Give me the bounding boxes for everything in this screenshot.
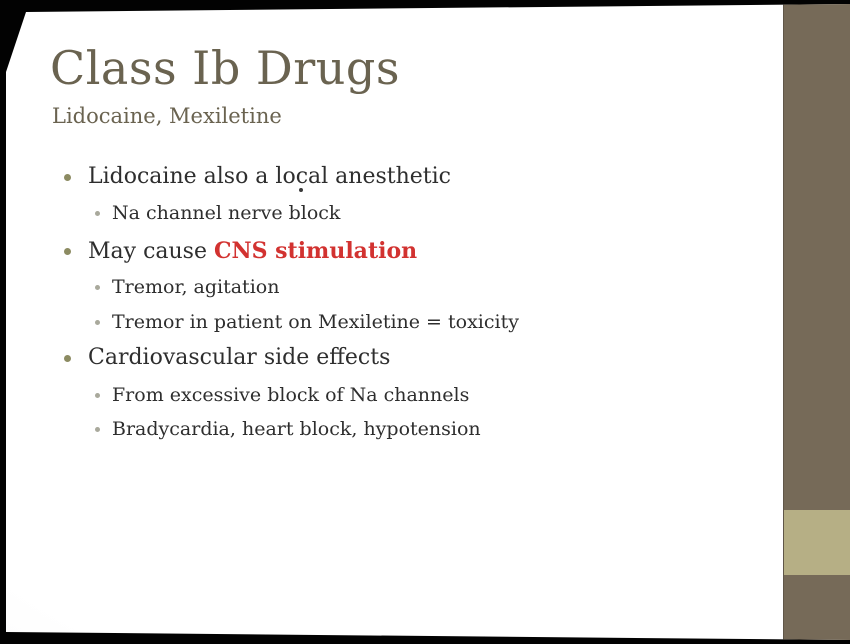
bullet-item-3: May cause CNS stimulation [64, 235, 417, 267]
bullet-text: May cause CNS stimulation [88, 235, 417, 268]
bullet-dot-icon [64, 247, 71, 255]
bullet-item-2: Na channel nerve block [95, 200, 340, 226]
bullet-item-8: Bradycardia, heart block, hypotension [95, 416, 481, 442]
bullet-dot-icon [64, 354, 71, 362]
slide-subtitle: Lidocaine, Mexiletine [52, 104, 282, 128]
bullet-text-prefix: May cause [88, 238, 214, 264]
bullet-item-6: Cardiovascular side effects [64, 342, 390, 374]
slide-title: Class Ib Drugs [50, 41, 400, 95]
bullet-text: Bradycardia, heart block, hypotension [112, 418, 481, 440]
bullet-item-1: Lidocaine also a local anesthetic [64, 161, 451, 193]
bullet-item-5: Tremor in patient on Mexiletine = toxici… [95, 309, 519, 335]
bullet-item-7: From excessive block of Na channels [95, 382, 469, 408]
bullet-text: Tremor, agitation [112, 276, 280, 298]
bullet-text: Na channel nerve block [112, 202, 341, 224]
bullet-dot-icon [95, 392, 100, 398]
slide-theme-accent-block [784, 510, 850, 575]
bullet-text: Tremor in patient on Mexiletine = toxici… [112, 311, 519, 333]
bullet-text: Lidocaine also a local anesthetic [88, 164, 451, 189]
pointer-dot-artifact [299, 188, 303, 192]
bullet-text: From excessive block of Na channels [112, 384, 470, 406]
bullet-dot-icon [95, 210, 100, 216]
bullet-dot-icon [95, 319, 100, 325]
bullet-dot-icon [95, 284, 100, 290]
slide-theme-side-band [783, 4, 850, 640]
bullet-text-highlight: CNS stimulation [213, 237, 418, 264]
bullet-dot-icon [64, 173, 71, 181]
bullet-dot-icon [95, 426, 100, 432]
bullet-item-4: Tremor, agitation [95, 274, 279, 300]
bullet-text: Cardiovascular side effects [88, 345, 391, 370]
